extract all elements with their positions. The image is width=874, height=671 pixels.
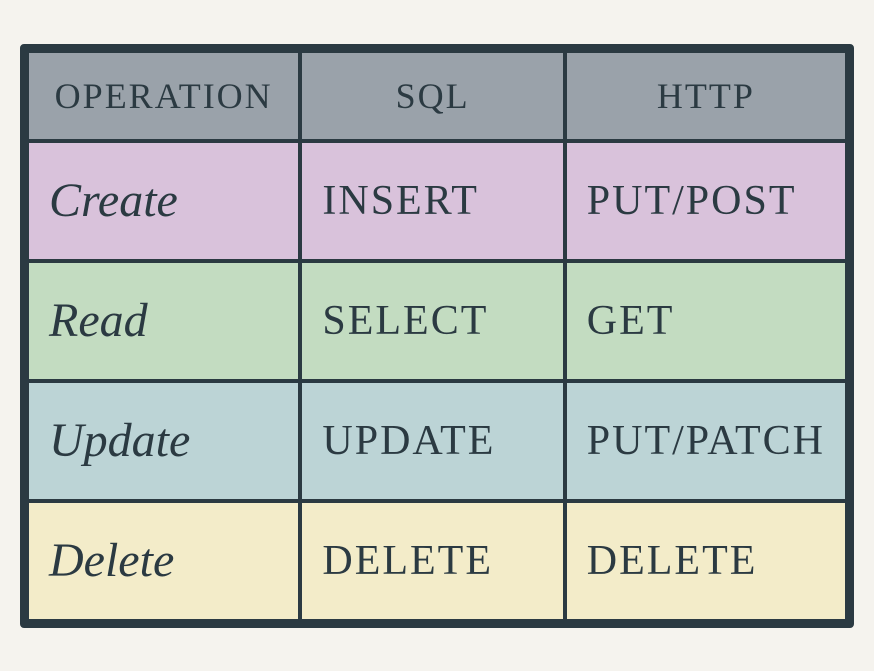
crud-table: OPERATION SQL HTTP Create INSERT PUT/POS… [25, 49, 849, 623]
table-row: Delete DELETE DELETE [27, 501, 847, 621]
cell-sql: SELECT [300, 261, 564, 381]
cell-http: PUT/PATCH [565, 381, 847, 501]
table-row: Create INSERT PUT/POST [27, 141, 847, 261]
cell-operation: Read [27, 261, 300, 381]
crud-table-container: OPERATION SQL HTTP Create INSERT PUT/POS… [20, 44, 854, 628]
table-row: Update UPDATE PUT/PATCH [27, 381, 847, 501]
cell-sql: DELETE [300, 501, 564, 621]
cell-http: GET [565, 261, 847, 381]
header-operation: OPERATION [27, 51, 300, 141]
header-http: HTTP [565, 51, 847, 141]
cell-sql: INSERT [300, 141, 564, 261]
cell-operation: Create [27, 141, 300, 261]
cell-http: PUT/POST [565, 141, 847, 261]
cell-operation: Delete [27, 501, 300, 621]
cell-operation: Update [27, 381, 300, 501]
cell-http: DELETE [565, 501, 847, 621]
header-sql: SQL [300, 51, 564, 141]
table-body: Create INSERT PUT/POST Read SELECT GET U… [27, 141, 847, 621]
header-row: OPERATION SQL HTTP [27, 51, 847, 141]
table-row: Read SELECT GET [27, 261, 847, 381]
cell-sql: UPDATE [300, 381, 564, 501]
